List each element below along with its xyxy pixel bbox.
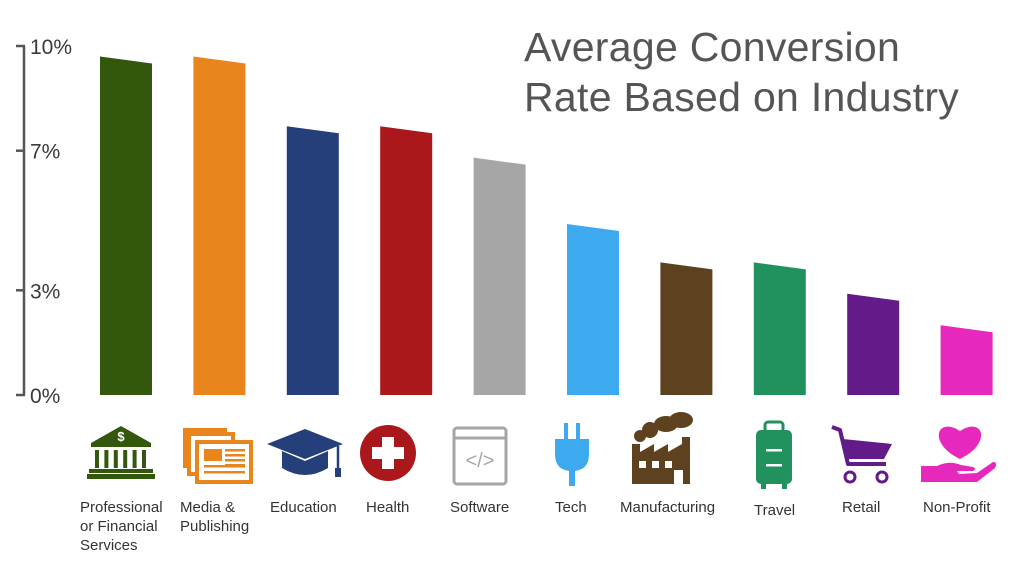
x-category-label: Professional or Financial Services — [80, 499, 163, 554]
x-category-label: Manufacturing — [620, 499, 716, 516]
graduation-cap-icon — [267, 429, 343, 477]
bar — [567, 223, 619, 395]
bar — [753, 262, 806, 395]
bar — [193, 56, 246, 395]
newspaper-icon — [183, 428, 253, 484]
bank-icon: $ — [87, 426, 155, 479]
shopping-cart-icon — [831, 425, 892, 484]
x-category-label: Non-Profit — [923, 499, 991, 516]
x-category-label: Tech — [555, 499, 587, 516]
x-category-label: Health — [366, 499, 410, 516]
suitcase-icon — [756, 420, 792, 489]
x-category-label: Software — [450, 499, 510, 516]
x-category-label: Education — [270, 499, 337, 516]
bar — [100, 56, 152, 395]
chart-title-line-2: Rate Based on Industry — [524, 74, 960, 120]
x-category-label: Travel — [754, 502, 796, 519]
bar — [940, 325, 993, 395]
y-tick-label: 10% — [30, 36, 72, 59]
bar — [473, 157, 526, 395]
svg-text:</>: </> — [466, 450, 495, 472]
bar — [847, 293, 900, 395]
x-category-label: Retail — [842, 499, 881, 516]
medical-cross-icon — [360, 425, 416, 481]
x-category-label: Media & Publishing — [180, 499, 250, 535]
code-window-icon: </> — [452, 426, 508, 486]
chart-title-line-1: Average Conversion — [524, 24, 901, 70]
plug-icon — [555, 423, 589, 486]
bar — [286, 126, 339, 396]
y-tick-label: 7% — [30, 141, 60, 164]
bar — [660, 262, 713, 395]
bar — [380, 126, 433, 396]
y-tick-label: 3% — [30, 280, 60, 303]
factory-icon — [632, 412, 693, 484]
heart-hand-icon — [921, 426, 997, 482]
svg-text:$: $ — [117, 429, 125, 444]
y-tick-label: 0% — [30, 385, 60, 408]
